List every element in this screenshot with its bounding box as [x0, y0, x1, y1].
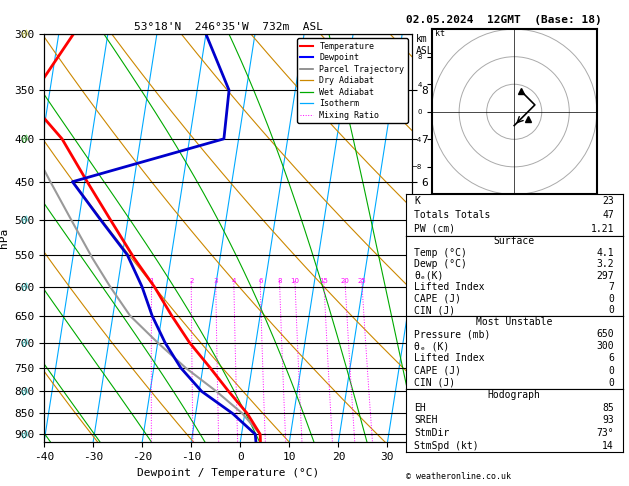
- Text: Temp (°C): Temp (°C): [415, 248, 467, 258]
- Text: 15: 15: [320, 278, 328, 284]
- Text: StmDir: StmDir: [415, 428, 450, 438]
- Text: 297: 297: [596, 271, 614, 281]
- Legend: Temperature, Dewpoint, Parcel Trajectory, Dry Adiabat, Wet Adiabat, Isotherm, Mi: Temperature, Dewpoint, Parcel Trajectory…: [297, 38, 408, 123]
- Y-axis label: hPa: hPa: [0, 228, 9, 248]
- Text: 93: 93: [603, 416, 614, 425]
- Text: 0: 0: [608, 294, 614, 304]
- Text: ///: ///: [21, 135, 30, 143]
- Text: 10: 10: [291, 278, 299, 284]
- Text: LCL: LCL: [420, 429, 437, 439]
- Text: Lifted Index: Lifted Index: [415, 282, 485, 292]
- Text: θₑ(K): θₑ(K): [415, 271, 444, 281]
- Text: 6: 6: [258, 278, 262, 284]
- Text: 14: 14: [603, 441, 614, 451]
- Text: 0: 0: [608, 365, 614, 376]
- Text: Most Unstable: Most Unstable: [476, 317, 552, 327]
- Text: 8: 8: [277, 278, 282, 284]
- Text: 1: 1: [149, 278, 153, 284]
- Text: Hodograph: Hodograph: [487, 390, 541, 400]
- Text: 4.1: 4.1: [596, 248, 614, 258]
- Text: SREH: SREH: [415, 416, 438, 425]
- Text: 3.2: 3.2: [596, 260, 614, 269]
- Text: 23: 23: [603, 196, 614, 206]
- Text: Totals Totals: Totals Totals: [415, 210, 491, 220]
- Text: ///: ///: [21, 430, 30, 439]
- Text: CIN (J): CIN (J): [415, 378, 455, 388]
- Text: PW (cm): PW (cm): [415, 224, 455, 234]
- Text: Lifted Index: Lifted Index: [415, 353, 485, 364]
- Text: 02.05.2024  12GMT  (Base: 18): 02.05.2024 12GMT (Base: 18): [406, 15, 601, 25]
- Text: CIN (J): CIN (J): [415, 305, 455, 315]
- Text: Dewp (°C): Dewp (°C): [415, 260, 467, 269]
- Text: 47: 47: [603, 210, 614, 220]
- Text: K: K: [415, 196, 420, 206]
- Text: kt: kt: [435, 29, 445, 38]
- Text: 2: 2: [189, 278, 193, 284]
- Text: 4: 4: [231, 278, 236, 284]
- Text: ///: ///: [21, 30, 30, 38]
- Text: km
ASL: km ASL: [416, 34, 433, 55]
- Text: Pressure (mb): Pressure (mb): [415, 329, 491, 339]
- Text: ///: ///: [21, 282, 30, 291]
- Text: ///: ///: [21, 338, 30, 347]
- Text: 25: 25: [358, 278, 367, 284]
- Text: Surface: Surface: [494, 236, 535, 246]
- Text: 0: 0: [608, 305, 614, 315]
- Text: 0: 0: [608, 378, 614, 388]
- Text: 1.21: 1.21: [591, 224, 614, 234]
- Y-axis label: Mixing Ratio (g/kg): Mixing Ratio (g/kg): [474, 182, 484, 294]
- Text: 73°: 73°: [596, 428, 614, 438]
- Text: EH: EH: [415, 403, 426, 413]
- Text: ///: ///: [21, 387, 30, 396]
- Text: StmSpd (kt): StmSpd (kt): [415, 441, 479, 451]
- Text: 650: 650: [596, 329, 614, 339]
- Text: 300: 300: [596, 341, 614, 351]
- Text: 20: 20: [341, 278, 350, 284]
- Text: ///: ///: [21, 216, 30, 225]
- Text: 7: 7: [608, 282, 614, 292]
- Text: θₑ (K): θₑ (K): [415, 341, 450, 351]
- Text: 3: 3: [214, 278, 218, 284]
- X-axis label: Dewpoint / Temperature (°C): Dewpoint / Temperature (°C): [137, 468, 319, 478]
- Text: 6: 6: [608, 353, 614, 364]
- Text: CAPE (J): CAPE (J): [415, 294, 462, 304]
- Text: CAPE (J): CAPE (J): [415, 365, 462, 376]
- Text: © weatheronline.co.uk: © weatheronline.co.uk: [406, 472, 511, 481]
- Title: 53°18'N  246°35'W  732m  ASL: 53°18'N 246°35'W 732m ASL: [133, 22, 323, 32]
- Text: 85: 85: [603, 403, 614, 413]
